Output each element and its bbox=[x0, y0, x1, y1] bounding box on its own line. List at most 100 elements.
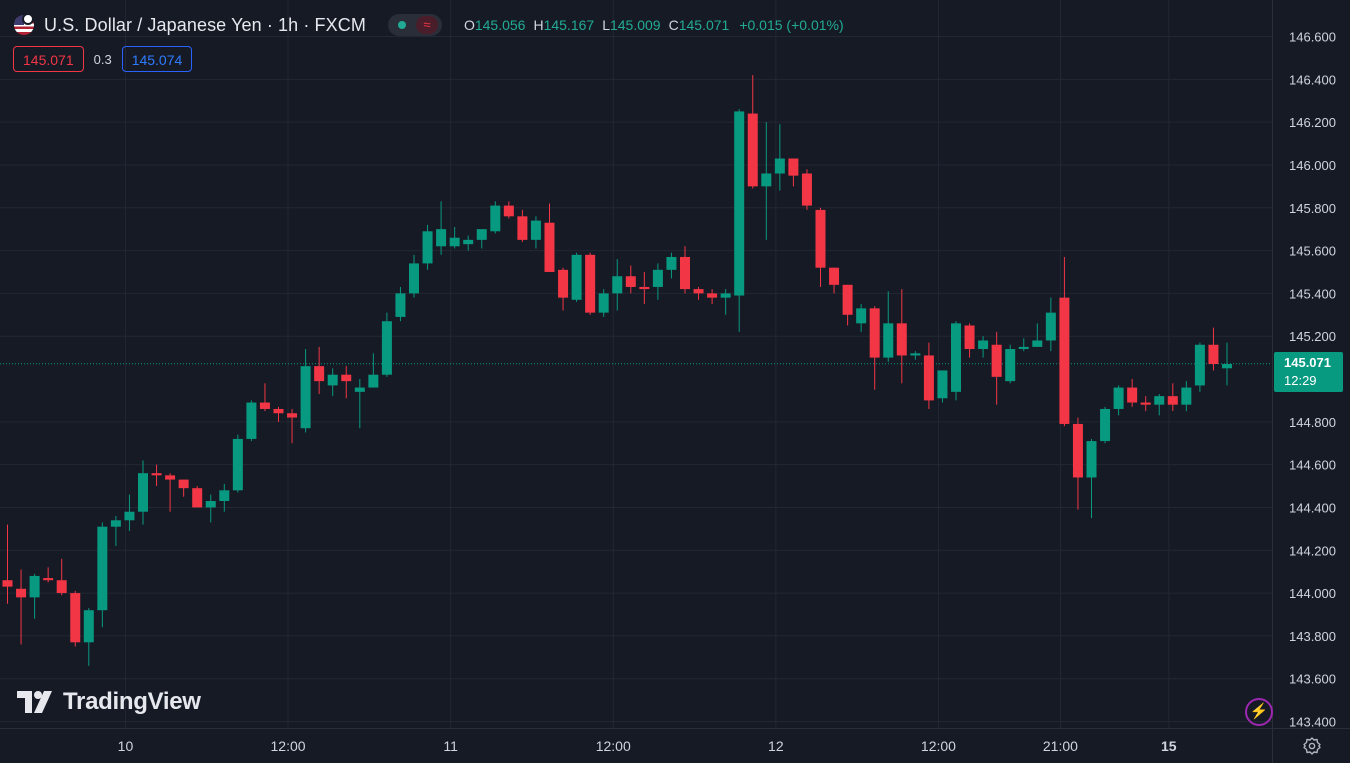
candle-body[interactable] bbox=[29, 575, 40, 598]
lightning-icon[interactable]: ⚡ bbox=[1245, 698, 1273, 726]
candle-body[interactable] bbox=[259, 402, 270, 409]
candle-body[interactable] bbox=[1045, 312, 1056, 341]
candle-body[interactable] bbox=[273, 408, 284, 414]
candle-body[interactable] bbox=[598, 293, 609, 313]
candle-body[interactable] bbox=[327, 374, 338, 386]
candle-body[interactable] bbox=[43, 578, 54, 581]
candle-body[interactable] bbox=[165, 475, 176, 480]
candle-body[interactable] bbox=[70, 593, 81, 643]
sell-button[interactable]: 145.071 bbox=[13, 46, 84, 72]
candle-body[interactable] bbox=[951, 323, 961, 392]
candle-body[interactable] bbox=[680, 256, 690, 290]
candle-body[interactable] bbox=[869, 308, 880, 358]
candle-body[interactable] bbox=[652, 269, 663, 287]
candle-body[interactable] bbox=[97, 526, 108, 611]
candle-body[interactable] bbox=[436, 229, 447, 247]
candle-body[interactable] bbox=[801, 173, 812, 206]
candle-body[interactable] bbox=[720, 293, 731, 298]
candle-body[interactable] bbox=[1086, 441, 1097, 478]
candle-body[interactable] bbox=[490, 205, 501, 232]
candle-body[interactable] bbox=[1018, 346, 1029, 350]
candle-body[interactable] bbox=[1181, 387, 1192, 405]
candle-body[interactable] bbox=[354, 387, 365, 392]
candle-body[interactable] bbox=[625, 276, 636, 287]
settings-gear-icon[interactable] bbox=[1302, 736, 1322, 756]
candle-body[interactable] bbox=[788, 158, 799, 176]
candle-body[interactable] bbox=[110, 520, 121, 527]
candle-body[interactable] bbox=[978, 340, 989, 350]
candle-body[interactable] bbox=[1167, 396, 1178, 405]
wave-icon[interactable]: ≈ bbox=[415, 16, 438, 34]
candle-body[interactable] bbox=[530, 220, 541, 240]
tradingview-logo[interactable]: TradingView bbox=[17, 688, 201, 716]
candle-body[interactable] bbox=[1113, 387, 1124, 409]
candle-body[interactable] bbox=[1032, 340, 1043, 347]
candle-body[interactable] bbox=[666, 256, 677, 270]
candle-body[interactable] bbox=[1059, 297, 1070, 424]
candle-body[interactable] bbox=[16, 588, 27, 598]
candle-body[interactable] bbox=[1127, 387, 1138, 403]
candle-body[interactable] bbox=[883, 323, 894, 358]
candle-body[interactable] bbox=[829, 267, 840, 285]
candle-body[interactable] bbox=[544, 222, 555, 272]
candle-body[interactable] bbox=[937, 370, 948, 399]
candle-body[interactable] bbox=[232, 438, 243, 491]
candle-body[interactable] bbox=[517, 216, 528, 240]
candle-body[interactable] bbox=[1072, 423, 1083, 478]
candle-body[interactable] bbox=[1140, 402, 1151, 405]
candle-body[interactable] bbox=[463, 239, 474, 245]
candle-body[interactable] bbox=[991, 344, 1002, 377]
candle-body[interactable] bbox=[314, 366, 325, 382]
candle-body[interactable] bbox=[503, 205, 514, 217]
candle-body[interactable] bbox=[923, 355, 934, 401]
candle-body[interactable] bbox=[910, 353, 921, 356]
candle-body[interactable] bbox=[381, 321, 392, 375]
candle-body[interactable] bbox=[842, 284, 853, 315]
candle-body[interactable] bbox=[734, 111, 745, 296]
candle-body[interactable] bbox=[341, 374, 352, 382]
candle-body[interactable] bbox=[368, 374, 379, 388]
candle-body[interactable] bbox=[774, 158, 785, 174]
candle-body[interactable] bbox=[56, 580, 67, 594]
candle-body[interactable] bbox=[300, 366, 311, 429]
candle-body[interactable] bbox=[1194, 344, 1205, 386]
candle-body[interactable] bbox=[246, 402, 257, 439]
buy-button[interactable]: 145.074 bbox=[121, 46, 193, 72]
candle-body[interactable] bbox=[124, 511, 135, 521]
candle-body[interactable] bbox=[693, 289, 704, 294]
candle-body[interactable] bbox=[571, 254, 582, 300]
candle-body[interactable] bbox=[395, 293, 406, 317]
candle-body[interactable] bbox=[1154, 396, 1165, 405]
candle-body[interactable] bbox=[707, 293, 718, 298]
candle-body[interactable] bbox=[449, 237, 460, 247]
candle-body[interactable] bbox=[639, 286, 650, 290]
candle-body[interactable] bbox=[138, 473, 148, 512]
candle-body[interactable] bbox=[205, 501, 216, 508]
candle-body[interactable] bbox=[151, 473, 162, 476]
symbol-title[interactable]: U.S. Dollar / Japanese Yen · 1h · FXCM bbox=[44, 14, 366, 35]
candle-body[interactable] bbox=[896, 323, 907, 356]
candle-body[interactable] bbox=[761, 173, 772, 187]
candle-body[interactable] bbox=[1005, 349, 1016, 382]
status-pill[interactable]: ≈ bbox=[387, 14, 442, 36]
candle-body[interactable] bbox=[585, 254, 596, 313]
candle-body[interactable] bbox=[1100, 408, 1111, 442]
candle-body[interactable] bbox=[2, 580, 13, 587]
candle-body[interactable] bbox=[1208, 344, 1219, 365]
candle-body[interactable] bbox=[192, 488, 203, 508]
candle-body[interactable] bbox=[409, 263, 419, 294]
candle-body[interactable] bbox=[612, 276, 623, 294]
candle-body[interactable] bbox=[856, 308, 867, 324]
candle-body[interactable] bbox=[422, 231, 433, 264]
candle-body[interactable] bbox=[178, 479, 189, 489]
candle-body[interactable] bbox=[1222, 364, 1232, 369]
candle-body[interactable] bbox=[287, 413, 298, 418]
candle-body[interactable] bbox=[558, 269, 569, 298]
candle-body[interactable] bbox=[747, 113, 758, 187]
candle-body[interactable] bbox=[83, 610, 94, 643]
candle-body[interactable] bbox=[815, 209, 826, 268]
candle-body[interactable] bbox=[964, 325, 975, 350]
candle-body[interactable] bbox=[219, 490, 230, 502]
candle-body[interactable] bbox=[476, 229, 487, 240]
